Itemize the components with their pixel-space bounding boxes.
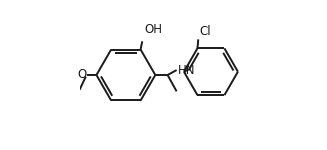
Text: OH: OH — [145, 23, 163, 36]
Text: Cl: Cl — [199, 25, 211, 38]
Text: HN: HN — [178, 64, 196, 77]
Text: O: O — [78, 69, 87, 81]
